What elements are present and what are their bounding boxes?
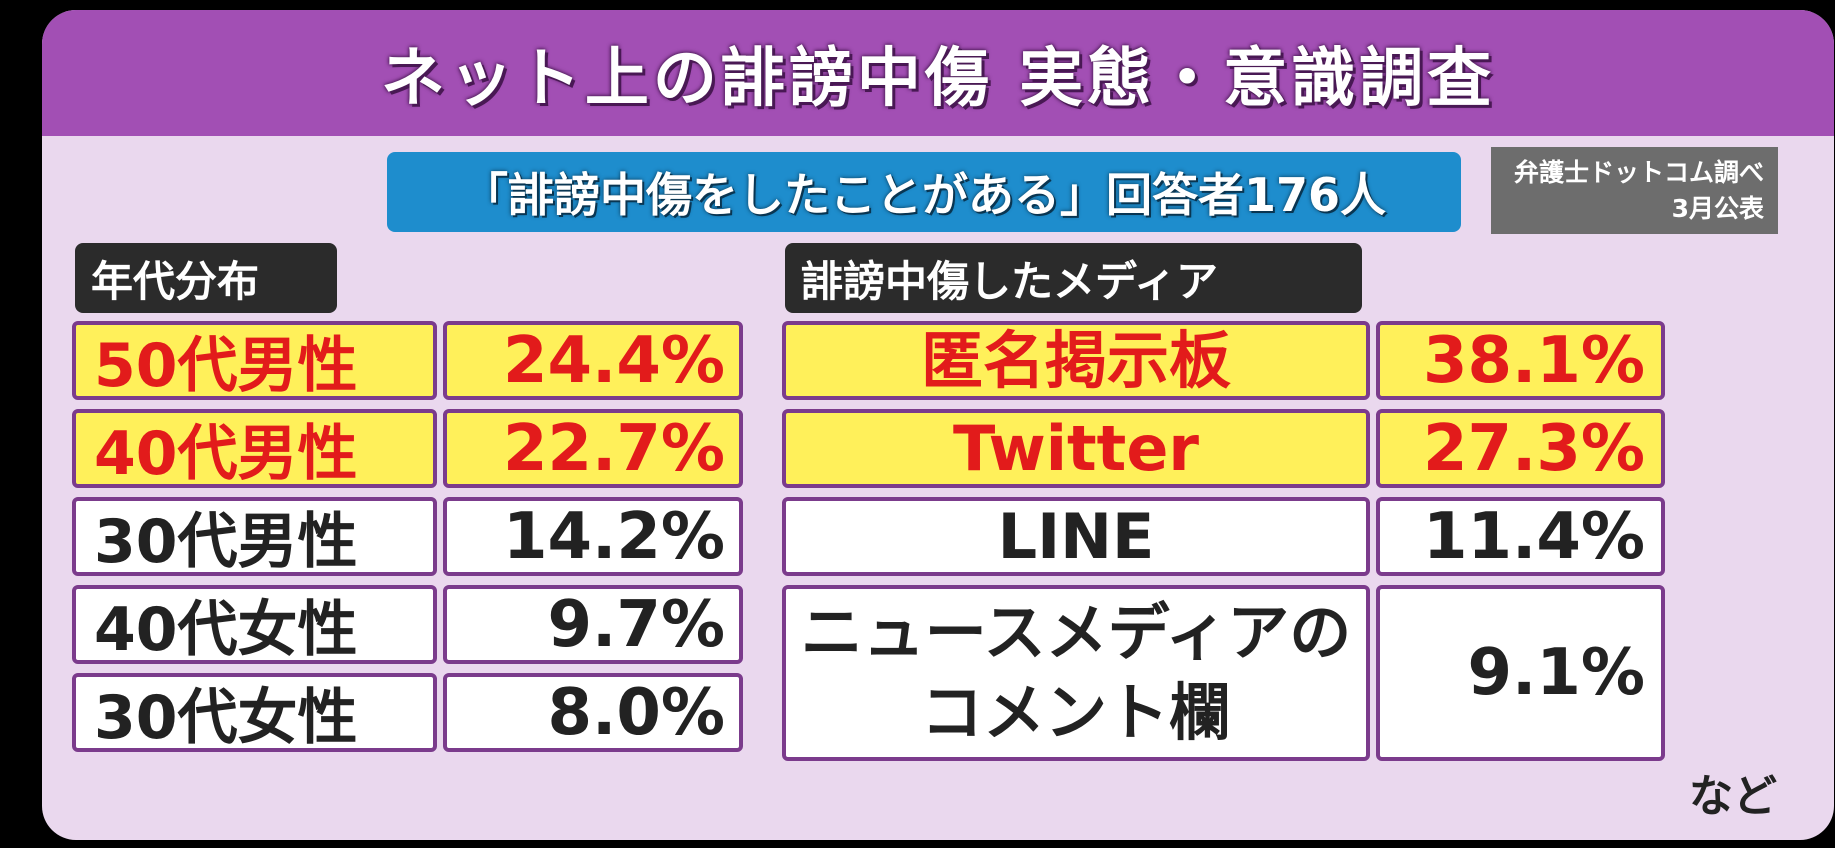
source-line-1: 弁護士ドットコム調べ xyxy=(1513,157,1764,187)
media-row-label: Twitter xyxy=(782,409,1370,488)
media-section-label: 誹謗中傷したメディア xyxy=(785,243,1362,313)
media-row-value: 11.4% xyxy=(1376,497,1665,576)
media-row-value: 9.1% xyxy=(1376,585,1665,761)
age-row-5: 30代女性 8.0% xyxy=(72,673,743,753)
title-bar: ネット上の誹謗中傷 実態・意識調査 xyxy=(42,10,1834,136)
media-row-value: 27.3% xyxy=(1376,409,1665,488)
age-row-value: 14.2% xyxy=(443,497,743,576)
age-row-value: 22.7% xyxy=(443,409,743,488)
age-row-label: 30代女性 xyxy=(72,673,437,753)
media-row-1: 匿名掲示板 38.1% xyxy=(782,321,1665,400)
age-row-1: 50代男性 24.4% xyxy=(72,321,743,401)
age-row-value: 9.7% xyxy=(443,585,743,664)
age-row-2: 40代男性 22.7% xyxy=(72,409,743,489)
source-credit: 弁護士ドットコム調べ 3月公表 xyxy=(1491,147,1778,234)
media-row-3: LINE 11.4% xyxy=(782,497,1665,576)
age-row-label: 40代男性 xyxy=(72,409,437,489)
age-row-label: 30代男性 xyxy=(72,497,437,577)
age-row-value: 24.4% xyxy=(443,321,743,400)
age-row-value: 8.0% xyxy=(443,673,743,752)
age-row-label: 50代男性 xyxy=(72,321,437,401)
media-row-label: 匿名掲示板 xyxy=(782,321,1370,400)
media-row-2: Twitter 27.3% xyxy=(782,409,1665,488)
etc-note: など xyxy=(1689,771,1777,822)
media-row-4: ニュースメディアの コメント欄 9.1% xyxy=(782,585,1665,761)
media-row-label: LINE xyxy=(782,497,1370,576)
age-row-3: 30代男性 14.2% xyxy=(72,497,743,577)
age-row-label: 40代女性 xyxy=(72,585,437,665)
age-section-label: 年代分布 xyxy=(75,243,337,313)
page-title: ネット上の誹謗中傷 実態・意識調査 xyxy=(380,42,1496,116)
media-row-label-line-2: コメント欄 xyxy=(920,676,1231,749)
age-row-4: 40代女性 9.7% xyxy=(72,585,743,665)
source-line-2: 3月公表 xyxy=(1671,193,1764,223)
media-row-label-line-1: ニュースメディアの xyxy=(800,596,1352,669)
survey-board: ネット上の誹謗中傷 実態・意識調査 「誹謗中傷をしたことがある」回答者176人 … xyxy=(42,10,1834,840)
media-row-label: ニュースメディアの コメント欄 xyxy=(782,585,1370,761)
media-row-value: 38.1% xyxy=(1376,321,1665,400)
subtitle-banner: 「誹謗中傷をしたことがある」回答者176人 xyxy=(387,152,1461,232)
